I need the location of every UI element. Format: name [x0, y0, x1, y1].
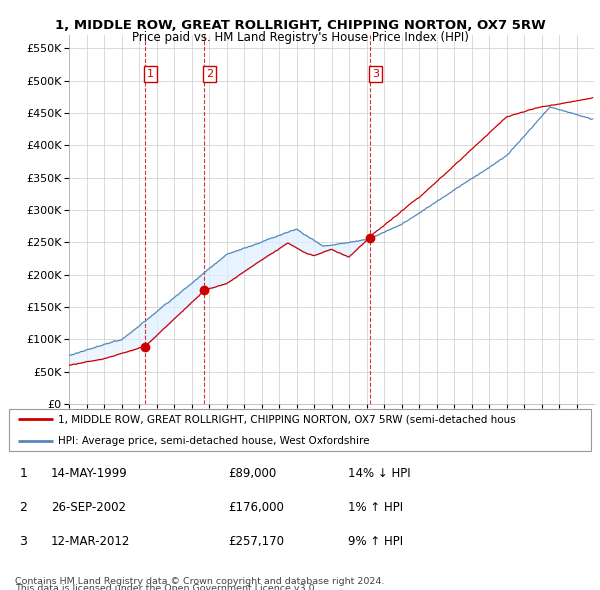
FancyBboxPatch shape — [9, 409, 591, 451]
Text: £176,000: £176,000 — [228, 501, 284, 514]
Text: 1% ↑ HPI: 1% ↑ HPI — [348, 501, 403, 514]
Text: 14% ↓ HPI: 14% ↓ HPI — [348, 467, 410, 480]
Text: 3: 3 — [372, 69, 379, 79]
Text: This data is licensed under the Open Government Licence v3.0.: This data is licensed under the Open Gov… — [15, 584, 317, 590]
Text: 2: 2 — [206, 69, 213, 79]
Text: 1: 1 — [147, 69, 154, 79]
Text: £89,000: £89,000 — [228, 467, 276, 480]
Text: 1, MIDDLE ROW, GREAT ROLLRIGHT, CHIPPING NORTON, OX7 5RW: 1, MIDDLE ROW, GREAT ROLLRIGHT, CHIPPING… — [55, 19, 545, 32]
Text: £257,170: £257,170 — [228, 535, 284, 548]
Text: 12-MAR-2012: 12-MAR-2012 — [51, 535, 130, 548]
Text: Price paid vs. HM Land Registry's House Price Index (HPI): Price paid vs. HM Land Registry's House … — [131, 31, 469, 44]
Text: 3: 3 — [19, 535, 28, 548]
Text: 26-SEP-2002: 26-SEP-2002 — [51, 501, 126, 514]
Text: HPI: Average price, semi-detached house, West Oxfordshire: HPI: Average price, semi-detached house,… — [58, 436, 370, 445]
Text: 14-MAY-1999: 14-MAY-1999 — [51, 467, 128, 480]
Text: 1, MIDDLE ROW, GREAT ROLLRIGHT, CHIPPING NORTON, OX7 5RW (semi-detached hous: 1, MIDDLE ROW, GREAT ROLLRIGHT, CHIPPING… — [58, 415, 516, 424]
Text: Contains HM Land Registry data © Crown copyright and database right 2024.: Contains HM Land Registry data © Crown c… — [15, 577, 385, 586]
Text: 9% ↑ HPI: 9% ↑ HPI — [348, 535, 403, 548]
Text: 2: 2 — [19, 501, 28, 514]
Text: 1: 1 — [19, 467, 28, 480]
